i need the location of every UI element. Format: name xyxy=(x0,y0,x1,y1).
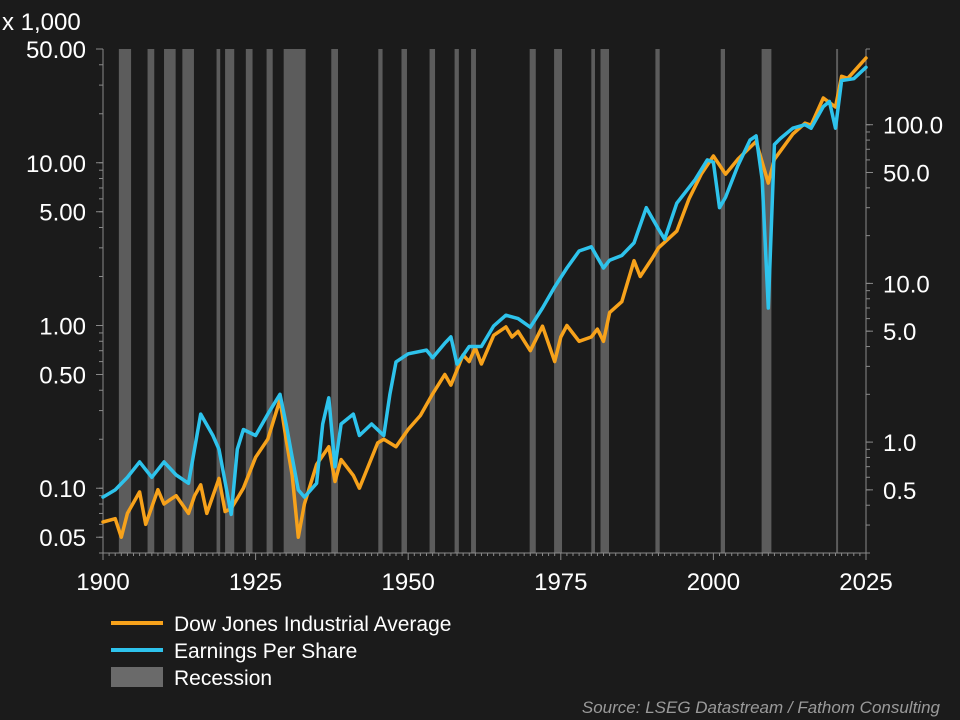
recession-band-15 xyxy=(529,49,536,553)
right-tick-label: 1.0 xyxy=(883,430,916,457)
recession-band-0 xyxy=(118,49,132,553)
series-lines xyxy=(101,56,868,539)
recession-band-22 xyxy=(836,49,839,553)
recession-band-13 xyxy=(454,49,459,553)
legend-label: Recession xyxy=(174,667,272,690)
left-tick-label: 5.00 xyxy=(39,200,86,227)
recession-band-17 xyxy=(591,49,595,553)
source-note: Source: LSEG Datastream / Fathom Consult… xyxy=(582,698,941,717)
recession-band-3 xyxy=(182,49,194,553)
x-tick-label: 1950 xyxy=(382,569,435,596)
left-axis-unit-label: x 1,000 xyxy=(2,9,81,36)
legend-label: Earnings Per Share xyxy=(174,640,357,663)
recession-band-19 xyxy=(655,49,660,553)
right-tick-label: 100.0 xyxy=(883,113,943,140)
recession-band-8 xyxy=(283,49,306,553)
recession-band-18 xyxy=(600,49,610,553)
recession-band-7 xyxy=(266,49,273,553)
x-tick-label: 2000 xyxy=(687,569,740,596)
recession-bands xyxy=(118,49,839,553)
x-tick-label: 1900 xyxy=(76,569,129,596)
recession-band-20 xyxy=(720,49,725,553)
left-tick-label: 0.10 xyxy=(39,476,86,503)
earnings-per-share-line xyxy=(101,65,868,517)
legend: Dow Jones Industrial Average Earnings Per… xyxy=(111,613,451,690)
left-tick-label: 1.00 xyxy=(39,313,86,340)
x-tick-label: 1925 xyxy=(229,569,282,596)
left-tick-label: 50.00 xyxy=(26,37,86,64)
x-tick-label: 1975 xyxy=(534,569,587,596)
right-tick-label: 0.5 xyxy=(883,478,916,505)
recession-band-11 xyxy=(401,49,407,553)
dow-jones-line xyxy=(101,56,868,539)
right-tick-label: 50.0 xyxy=(883,160,930,187)
recession-band-1 xyxy=(147,49,155,553)
recession-band-4 xyxy=(216,49,221,553)
recession-band-12 xyxy=(429,49,436,553)
recession-band-6 xyxy=(245,49,253,553)
legend-swatch-recession xyxy=(111,667,163,687)
recession-band-5 xyxy=(225,49,235,553)
left-tick-label: 0.05 xyxy=(39,525,86,552)
recession-band-2 xyxy=(164,49,176,553)
left-tick-label: 0.50 xyxy=(39,362,86,389)
recession-band-16 xyxy=(554,49,563,553)
right-tick-label: 10.0 xyxy=(883,271,930,298)
axes: 1900 1925 1950 1975 2000 2025 50.00 10.00 5.00 1.… xyxy=(26,37,943,596)
recession-band-10 xyxy=(378,49,383,553)
legend-label: Dow Jones Industrial Average xyxy=(174,613,451,636)
right-tick-label: 5.0 xyxy=(883,319,916,346)
x-tick-label: 2025 xyxy=(839,569,892,596)
recession-band-9 xyxy=(331,49,339,553)
left-tick-label: 10.00 xyxy=(26,151,86,178)
recession-band-14 xyxy=(471,49,476,553)
